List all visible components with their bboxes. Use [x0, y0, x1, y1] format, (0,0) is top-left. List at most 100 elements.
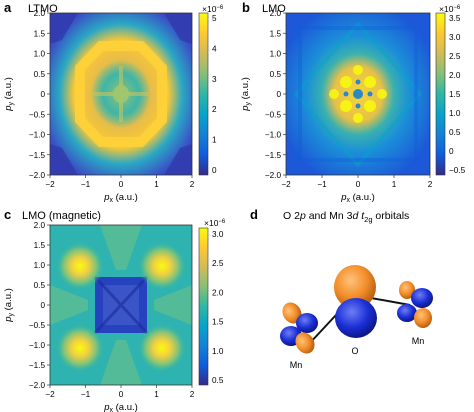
x-tick-label: −2 [45, 390, 55, 399]
colorbar-tick-label: −0.5 [449, 166, 466, 175]
atom-label-o: O [351, 346, 358, 356]
atom-label-mn-right: Mn [412, 336, 425, 346]
orbital-lobe [414, 308, 432, 328]
colorbar-exponent-base: ×10 [202, 4, 217, 14]
y-tick-label: −2.0 [29, 381, 46, 390]
colorbar-exponent: ×10−6 [439, 4, 461, 14]
x-label-var: p [340, 192, 346, 203]
orbital-lobe [282, 302, 302, 324]
y-tick-label: −0.5 [29, 321, 46, 330]
colorbar-exponent: ×10−6 [204, 218, 226, 228]
colorbar-tick-label: 3.0 [449, 33, 461, 42]
y-tick-label: −1.0 [29, 341, 46, 350]
manganese-left-d-orbital [280, 302, 318, 354]
colorbar-tick-label: 2 [212, 105, 217, 114]
panel-title: LTMO [28, 3, 58, 15]
x-tick-label: 1 [154, 390, 159, 399]
y-tick-label: −1.5 [265, 151, 282, 160]
panel-c: c LMO (magnetic) 2.0 1.5 1.0 0.5 0 −0.5 −1.0 −1… [3, 207, 226, 412]
y-tick-label: 0 [40, 301, 45, 310]
colorbar-tick-label: 2.5 [212, 259, 224, 268]
colorbar-tick-label: 1.5 [212, 318, 224, 327]
y-tick-label: −1.5 [29, 361, 46, 370]
x-label-sub: x [109, 197, 113, 204]
colorbar-tick-label: 2.0 [212, 288, 224, 297]
y-tick-label: 0.5 [34, 70, 46, 79]
y-label-sub: y [245, 102, 252, 106]
y-tick-label: 1.0 [34, 50, 46, 59]
heatmap-b [286, 13, 430, 175]
y-tick-label: −0.5 [29, 110, 46, 119]
colorbar-tick-labels: 5 4 3 2 1 0 [212, 14, 217, 175]
y-tick-label: 0.5 [34, 281, 46, 290]
oxygen-p-orbital [334, 265, 377, 338]
title-part: orbitals [373, 210, 410, 222]
y-tick-label: 0.5 [270, 70, 282, 79]
x-tick-label: 1 [154, 180, 159, 189]
y-tick-label: 1.5 [34, 29, 46, 38]
manganese-right-d-orbital [397, 281, 433, 328]
panel-d-title: O 2p and Mn 3d t2g orbitals [283, 210, 409, 224]
y-axis-label: py (a.u.) [3, 77, 15, 112]
y-tick-label: 0 [276, 90, 281, 99]
y-label-unit: (a.u.) [240, 77, 251, 102]
x-axis-label: px (a.u.) [103, 402, 138, 412]
x-axis-label: px (a.u.) [103, 192, 138, 204]
title-part: p [299, 210, 306, 222]
y-label-sub: y [8, 313, 15, 317]
y-tick-label: 2.0 [270, 9, 282, 18]
panel-letter: a [4, 0, 12, 15]
panel-b: b LMO 2.0 1.5 1.0 0.5 0 −0.5 −1.0 −1.5 −2.0 −2 [240, 0, 466, 204]
x-tick-label: 1 [392, 180, 397, 189]
panel-d: d O 2p and Mn 3d t2g orbitals Mn O Mn [250, 207, 433, 370]
y-axis-label: py (a.u.) [3, 288, 15, 323]
colorbar-tick-label: 1.0 [449, 109, 461, 118]
y-tick-label: −1.0 [29, 131, 46, 140]
title-part: and Mn 3 [306, 210, 353, 222]
heatmap-c [50, 225, 192, 385]
colorbar [198, 12, 209, 176]
colorbar-exponent-power: −6 [216, 5, 224, 11]
y-label-unit: (a.u.) [3, 288, 14, 313]
x-tick-label: 2 [190, 390, 195, 399]
title-part: t [361, 210, 365, 222]
colorbar-tick-label: 1.0 [212, 347, 224, 356]
y-label-var: p [3, 317, 14, 323]
x-tick-label: −2 [281, 180, 291, 189]
y-label-sub: y [8, 102, 15, 106]
colorbar-tick-label: 1 [212, 136, 217, 145]
title-part: d [352, 210, 359, 222]
y-tick-label: −1.0 [265, 131, 282, 140]
x-tick-label: −2 [45, 180, 55, 189]
x-label-unit: (a.u.) [113, 402, 138, 412]
colorbar-tick-labels: 3.0 2.5 2.0 1.5 1.0 0.5 [212, 230, 224, 385]
colorbar-exponent: ×10−6 [202, 4, 224, 14]
colorbar-tick-label: 4 [212, 44, 217, 53]
y-label-var: p [3, 106, 14, 112]
x-tick-label: 2 [428, 180, 433, 189]
colorbar-exponent-base: ×10 [204, 218, 219, 228]
y-tick-label: −0.5 [265, 110, 282, 119]
y-tick-label: 2.0 [34, 9, 46, 18]
y-tick-label: 1.0 [34, 261, 46, 270]
x-tick-label: 0 [119, 390, 124, 399]
colorbar-tick-label: 2.5 [449, 52, 461, 61]
y-tick-label: −1.5 [29, 151, 46, 160]
y-tick-label: 1.0 [270, 50, 282, 59]
y-tick-labels: 2.0 1.5 1.0 0.5 0 −0.5 −1.0 −1.5 −2.0 [29, 9, 50, 180]
orbital-lobe [397, 304, 417, 322]
y-tick-label: 2.0 [34, 221, 46, 230]
x-label-sub: x [346, 197, 350, 204]
colorbar-tick-label: 5 [212, 14, 217, 23]
y-tick-labels: 2.0 1.5 1.0 0.5 0 −0.5 −1.0 −1.5 −2.0 [29, 221, 50, 390]
panel-title: LMO (magnetic) [22, 210, 101, 222]
orbital-lobe [295, 332, 315, 354]
colorbar-tick-labels: 3.5 3.0 2.5 2.0 1.5 1.0 0.5 0 −0.5 [449, 14, 466, 175]
colorbar-tick-label: 1.5 [449, 90, 461, 99]
heatmap-a [50, 13, 192, 175]
colorbar-exponent-base: ×10 [439, 4, 454, 14]
panel-a: a LTMO 2.01.51.00.50−0.5−1.0−1.5−2.0 −2−… [3, 0, 224, 204]
colorbar-tick-label: 3 [212, 75, 217, 84]
x-tick-label: −1 [317, 180, 327, 189]
panel-letter: b [242, 0, 250, 15]
